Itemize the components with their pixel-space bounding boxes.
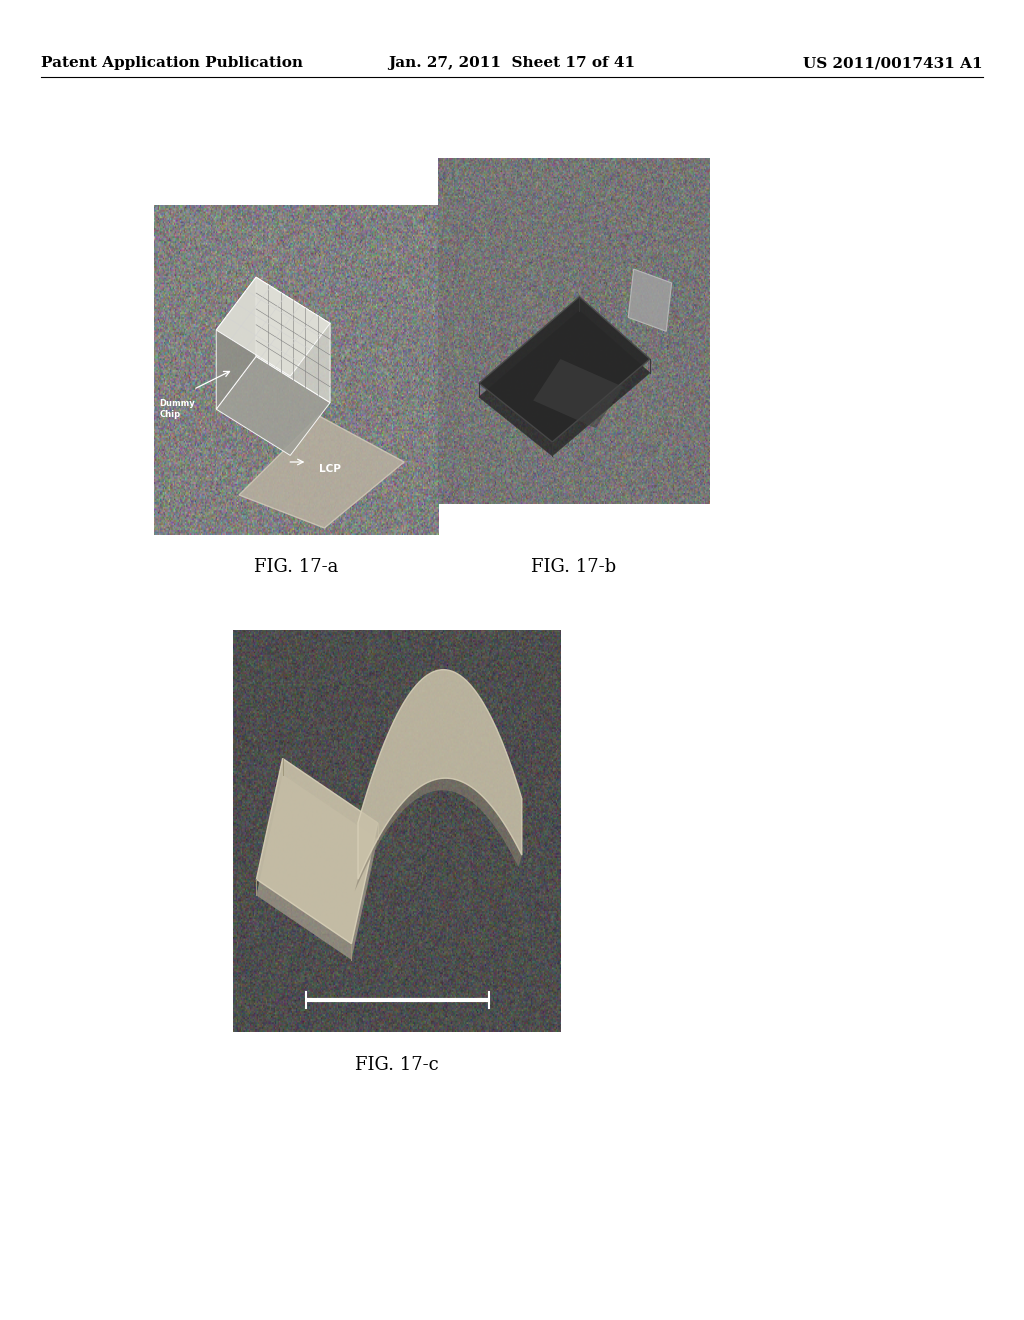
Text: US 2011/0017431 A1: US 2011/0017431 A1	[804, 57, 983, 70]
Polygon shape	[354, 779, 522, 891]
Text: FIG. 17-a: FIG. 17-a	[254, 558, 338, 577]
Polygon shape	[216, 277, 330, 376]
Polygon shape	[479, 310, 650, 455]
Polygon shape	[358, 669, 522, 879]
Text: FIG. 17-c: FIG. 17-c	[355, 1056, 439, 1074]
Polygon shape	[239, 416, 404, 528]
Polygon shape	[256, 759, 378, 944]
Text: LCP: LCP	[319, 463, 341, 474]
Polygon shape	[256, 277, 330, 403]
Polygon shape	[216, 277, 256, 409]
Polygon shape	[256, 775, 378, 960]
Polygon shape	[534, 359, 623, 428]
Polygon shape	[216, 356, 330, 455]
Polygon shape	[629, 269, 672, 331]
Polygon shape	[479, 297, 650, 442]
Text: Patent Application Publication: Patent Application Publication	[41, 57, 303, 70]
Text: Jan. 27, 2011  Sheet 17 of 41: Jan. 27, 2011 Sheet 17 of 41	[388, 57, 636, 70]
Text: FIG. 17-b: FIG. 17-b	[531, 558, 616, 577]
Text: Dummy
Chip: Dummy Chip	[160, 400, 195, 418]
